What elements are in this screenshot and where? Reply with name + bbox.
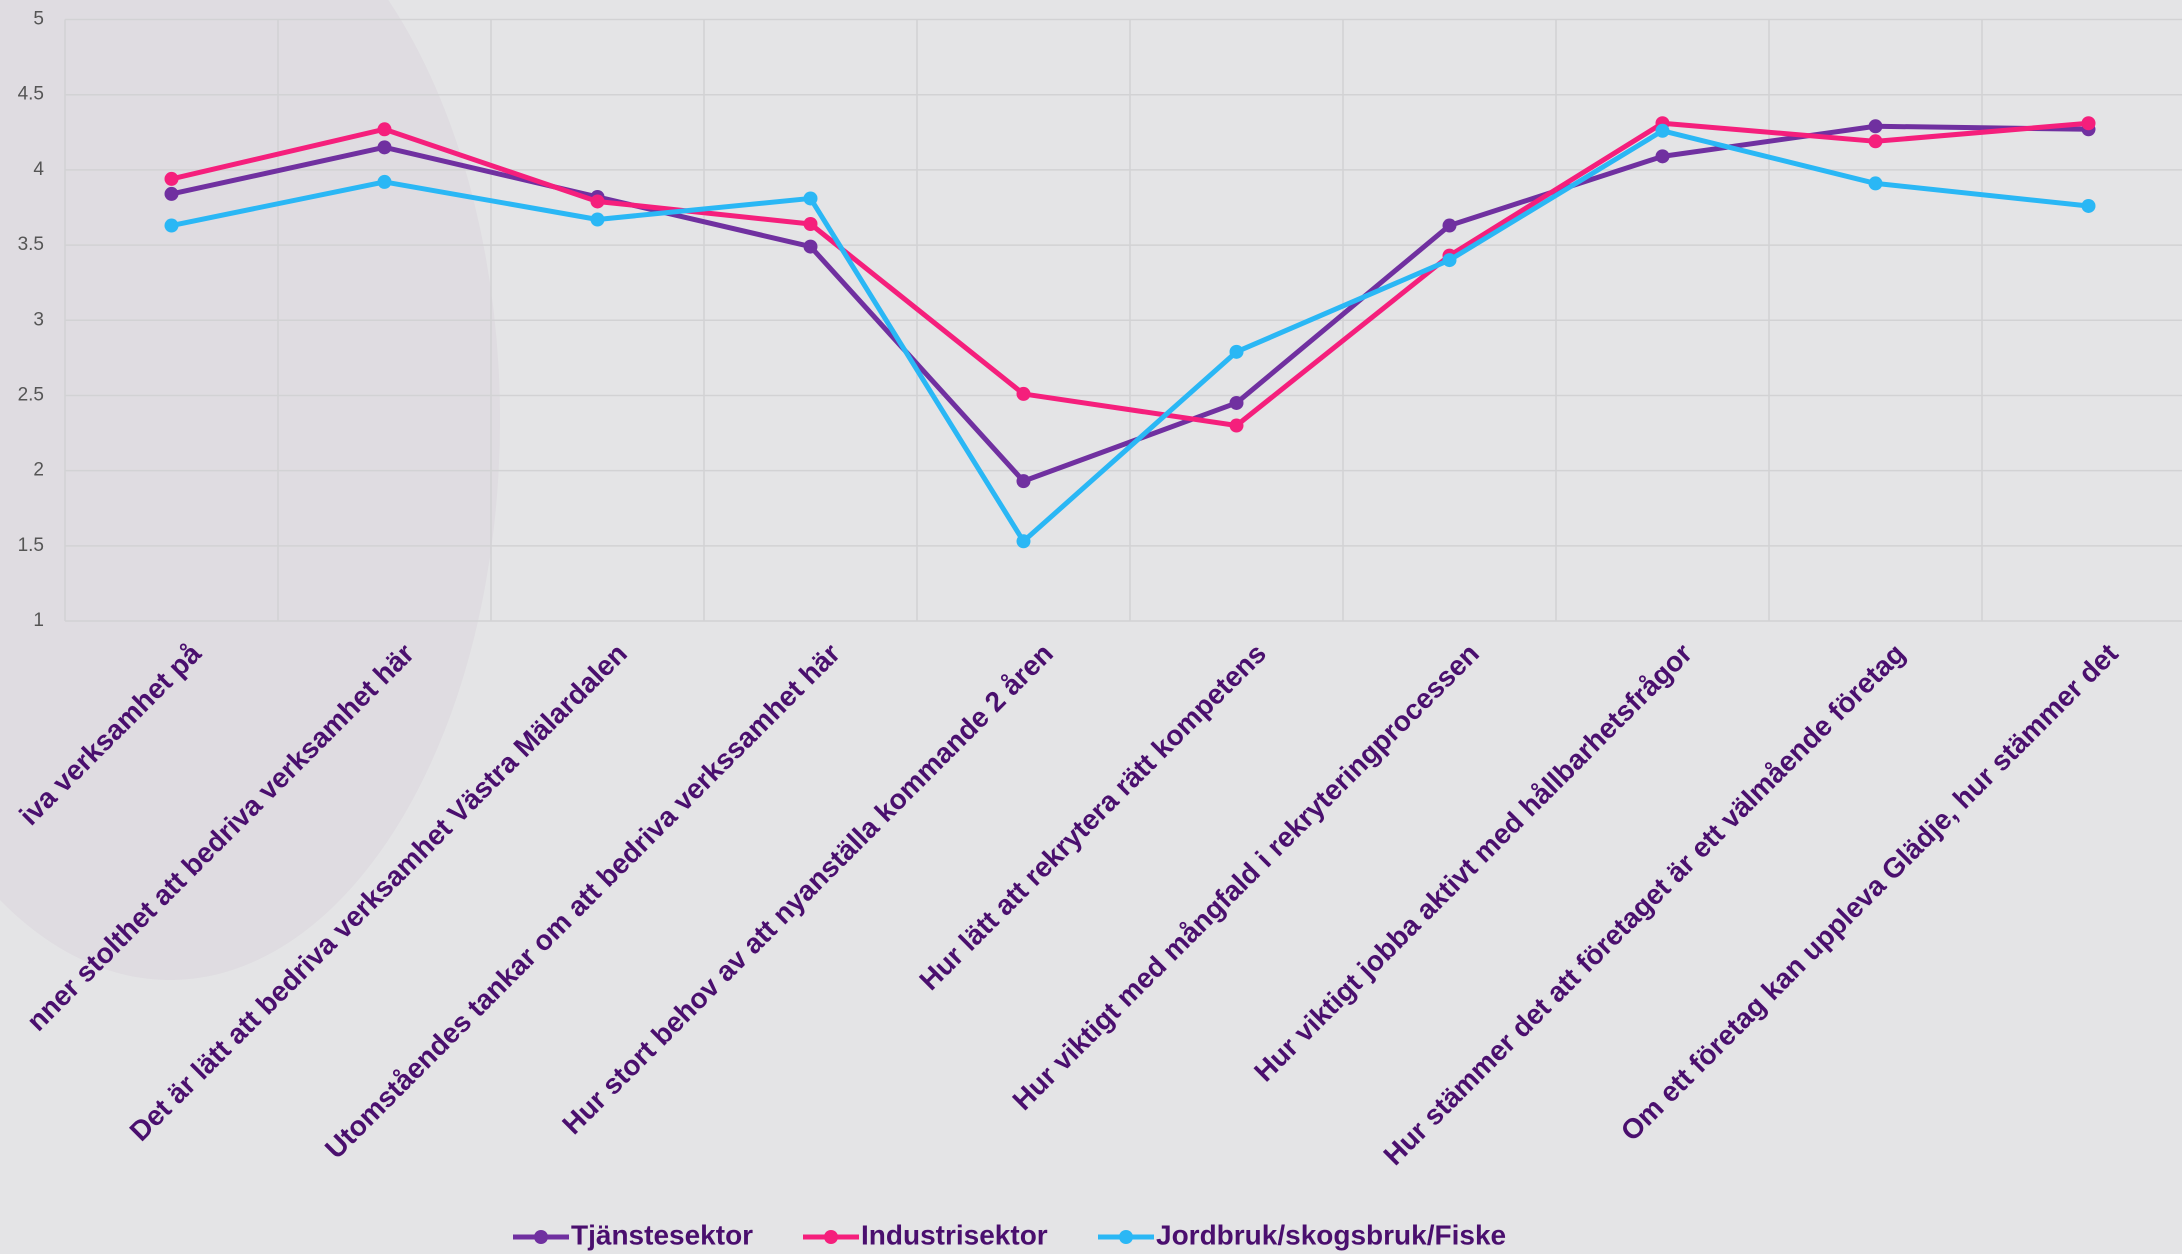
y-tick-label: 2 — [33, 460, 44, 481]
data-point — [165, 172, 179, 186]
data-point — [804, 191, 818, 205]
x-tick-label: Hur viktigt jobba aktivt med hållbarhets… — [1248, 637, 1698, 1087]
y-tick-label: 3 — [33, 309, 44, 330]
data-point — [1443, 219, 1457, 233]
data-point — [1017, 474, 1031, 488]
legend-marker — [1119, 1230, 1133, 1244]
x-tick-label: Hur lätt att rekrytera rätt kompetens — [913, 638, 1272, 997]
data-point — [591, 212, 605, 226]
legend-label: Tjänstesektor — [571, 1219, 753, 1250]
legend-marker — [824, 1230, 838, 1244]
page: {"chart_data": {"type": "line", "categor… — [0, 0, 2182, 1254]
data-point — [591, 194, 605, 208]
y-tick-label: 4 — [33, 159, 44, 180]
y-tick-label: 3.5 — [18, 234, 44, 255]
data-point — [1017, 387, 1031, 401]
y-tick-label: 4.5 — [18, 84, 44, 105]
data-point — [1443, 253, 1457, 267]
y-tick-label: 2.5 — [18, 384, 44, 405]
legend-label: Jordbruk/skogsbruk/Fiske — [1156, 1219, 1506, 1250]
data-point — [1869, 119, 1883, 133]
x-tick-label: Hur stämmer det att företaget är ett väl… — [1377, 638, 1911, 1172]
y-tick-label: 1 — [33, 610, 44, 631]
data-point — [804, 217, 818, 231]
x-tick-label: Hur stort behov av att nyanställa komman… — [556, 638, 1059, 1141]
data-point — [165, 219, 179, 233]
data-point — [804, 240, 818, 254]
data-point — [1230, 419, 1244, 433]
data-point — [1230, 396, 1244, 410]
x-tick-label: Om ett företag kan uppleva Glädje, hur s… — [1615, 638, 2124, 1147]
data-point — [378, 122, 392, 136]
data-point — [165, 187, 179, 201]
data-point — [378, 140, 392, 154]
y-tick-label: 1.5 — [18, 535, 44, 556]
data-point — [2082, 199, 2096, 213]
data-point — [1230, 345, 1244, 359]
data-point — [2082, 116, 2096, 130]
data-point — [1869, 134, 1883, 148]
data-point — [378, 175, 392, 189]
legend-marker — [534, 1230, 548, 1244]
x-tick-label: Hur viktigt med mångfald i rekryteringpr… — [1006, 638, 1485, 1117]
data-point — [1656, 124, 1670, 138]
data-point — [1656, 149, 1670, 163]
data-point — [1017, 534, 1031, 548]
data-point — [1869, 176, 1883, 190]
legend-label: Industrisektor — [861, 1219, 1048, 1250]
y-tick-label: 5 — [33, 9, 44, 30]
chart: 11.522.533.544.55iva verksamhet pånner s… — [0, 0, 2182, 1254]
